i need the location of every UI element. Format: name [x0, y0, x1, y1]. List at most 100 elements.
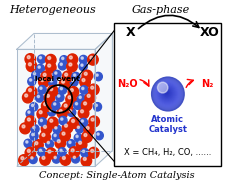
- Circle shape: [88, 147, 99, 158]
- Circle shape: [40, 154, 50, 165]
- Circle shape: [83, 133, 87, 136]
- Circle shape: [30, 132, 38, 140]
- Circle shape: [97, 133, 99, 135]
- Circle shape: [69, 117, 80, 128]
- Circle shape: [62, 132, 65, 135]
- Circle shape: [81, 155, 91, 166]
- Circle shape: [61, 57, 64, 60]
- Circle shape: [87, 94, 90, 97]
- Circle shape: [61, 118, 63, 120]
- Circle shape: [154, 80, 180, 107]
- Circle shape: [62, 102, 72, 113]
- Circle shape: [53, 70, 61, 79]
- Text: Gas-phase: Gas-phase: [131, 5, 189, 15]
- Bar: [114, 22, 220, 167]
- Circle shape: [28, 77, 36, 86]
- Circle shape: [83, 124, 94, 135]
- Text: XO: XO: [199, 26, 219, 39]
- Circle shape: [95, 104, 97, 106]
- Polygon shape: [17, 49, 95, 167]
- Polygon shape: [95, 33, 112, 167]
- Circle shape: [85, 92, 95, 103]
- Circle shape: [22, 125, 25, 128]
- Circle shape: [94, 72, 102, 81]
- Circle shape: [80, 110, 83, 113]
- Circle shape: [41, 71, 51, 82]
- Circle shape: [67, 108, 75, 117]
- Circle shape: [26, 61, 37, 72]
- Circle shape: [80, 149, 88, 157]
- Circle shape: [79, 118, 87, 127]
- Circle shape: [81, 120, 83, 122]
- Circle shape: [54, 72, 57, 74]
- Circle shape: [158, 84, 176, 103]
- Circle shape: [26, 141, 28, 143]
- Circle shape: [21, 157, 24, 160]
- Circle shape: [42, 156, 45, 159]
- Circle shape: [90, 86, 93, 89]
- Circle shape: [57, 140, 60, 143]
- Circle shape: [59, 116, 67, 125]
- Circle shape: [31, 157, 33, 159]
- Circle shape: [39, 149, 41, 152]
- Circle shape: [60, 154, 70, 165]
- Circle shape: [159, 86, 174, 101]
- Circle shape: [96, 74, 98, 76]
- Circle shape: [58, 62, 66, 70]
- Circle shape: [76, 139, 87, 150]
- Circle shape: [82, 150, 84, 152]
- Circle shape: [45, 54, 56, 65]
- Circle shape: [69, 147, 79, 158]
- Circle shape: [75, 125, 83, 133]
- Circle shape: [19, 155, 29, 166]
- Circle shape: [28, 63, 31, 66]
- Circle shape: [60, 63, 62, 65]
- Circle shape: [60, 149, 62, 152]
- Text: X: X: [125, 26, 135, 39]
- Circle shape: [45, 140, 53, 148]
- Circle shape: [158, 85, 175, 102]
- Circle shape: [37, 95, 39, 98]
- Circle shape: [26, 109, 34, 118]
- Circle shape: [79, 62, 87, 71]
- Circle shape: [54, 156, 56, 159]
- Circle shape: [65, 94, 76, 105]
- Text: N₂O: N₂O: [117, 79, 137, 89]
- Circle shape: [68, 141, 71, 143]
- Circle shape: [81, 57, 83, 59]
- Circle shape: [78, 108, 88, 119]
- Circle shape: [50, 119, 52, 122]
- Circle shape: [155, 82, 178, 105]
- Circle shape: [69, 63, 72, 66]
- Polygon shape: [17, 33, 112, 49]
- Circle shape: [48, 150, 51, 153]
- Circle shape: [37, 55, 45, 63]
- Circle shape: [64, 124, 67, 127]
- Circle shape: [47, 64, 50, 67]
- Circle shape: [47, 117, 58, 128]
- Circle shape: [37, 109, 47, 120]
- Circle shape: [84, 72, 87, 75]
- Circle shape: [30, 103, 38, 111]
- Circle shape: [25, 54, 35, 65]
- Circle shape: [27, 149, 30, 153]
- Circle shape: [38, 118, 46, 126]
- Circle shape: [33, 73, 36, 75]
- Circle shape: [47, 86, 58, 96]
- Circle shape: [38, 148, 45, 156]
- Circle shape: [78, 141, 81, 144]
- Circle shape: [53, 103, 56, 105]
- Circle shape: [24, 139, 32, 148]
- Circle shape: [56, 93, 64, 102]
- Circle shape: [35, 142, 38, 145]
- Circle shape: [73, 74, 75, 76]
- Circle shape: [81, 132, 92, 142]
- Circle shape: [40, 131, 50, 142]
- Circle shape: [164, 90, 169, 95]
- Circle shape: [58, 148, 66, 156]
- Circle shape: [64, 73, 67, 76]
- Circle shape: [60, 87, 62, 90]
- Circle shape: [60, 56, 68, 64]
- Circle shape: [58, 86, 66, 94]
- Circle shape: [73, 101, 81, 109]
